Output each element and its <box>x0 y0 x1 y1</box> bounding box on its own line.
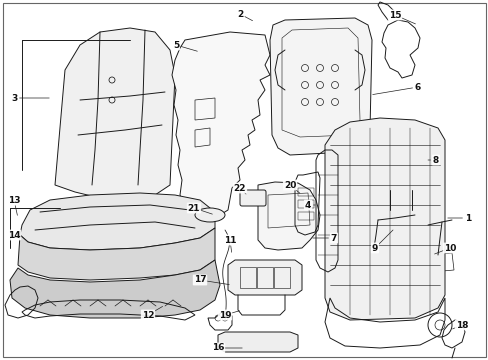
Text: 8: 8 <box>432 156 438 165</box>
Polygon shape <box>55 28 175 200</box>
Polygon shape <box>269 18 371 155</box>
Polygon shape <box>227 260 302 295</box>
Text: 20: 20 <box>283 180 296 189</box>
Text: 2: 2 <box>236 9 243 18</box>
Text: 4: 4 <box>304 201 310 210</box>
Polygon shape <box>218 332 297 352</box>
Polygon shape <box>20 193 215 250</box>
Text: 13: 13 <box>8 195 20 204</box>
Text: 9: 9 <box>371 243 377 252</box>
Text: 17: 17 <box>193 275 206 284</box>
Text: 5: 5 <box>173 41 179 50</box>
Circle shape <box>392 237 398 243</box>
Polygon shape <box>258 182 319 250</box>
Polygon shape <box>374 133 427 190</box>
Polygon shape <box>325 118 444 320</box>
Ellipse shape <box>195 208 224 222</box>
Polygon shape <box>10 260 220 318</box>
FancyBboxPatch shape <box>240 190 265 206</box>
Text: 18: 18 <box>455 320 468 329</box>
Text: 12: 12 <box>142 310 154 320</box>
Text: 14: 14 <box>8 230 20 239</box>
Polygon shape <box>18 228 215 280</box>
Text: 1: 1 <box>464 213 470 222</box>
Circle shape <box>415 246 420 251</box>
Text: 11: 11 <box>224 235 236 244</box>
Text: 22: 22 <box>233 184 246 193</box>
Text: 15: 15 <box>388 10 401 19</box>
Text: 19: 19 <box>218 310 231 320</box>
Text: 7: 7 <box>330 234 337 243</box>
Text: 21: 21 <box>187 203 200 212</box>
Text: 6: 6 <box>414 82 420 91</box>
Text: 3: 3 <box>11 94 17 103</box>
Text: 10: 10 <box>443 243 455 252</box>
Polygon shape <box>172 32 269 215</box>
Text: 16: 16 <box>211 343 224 352</box>
